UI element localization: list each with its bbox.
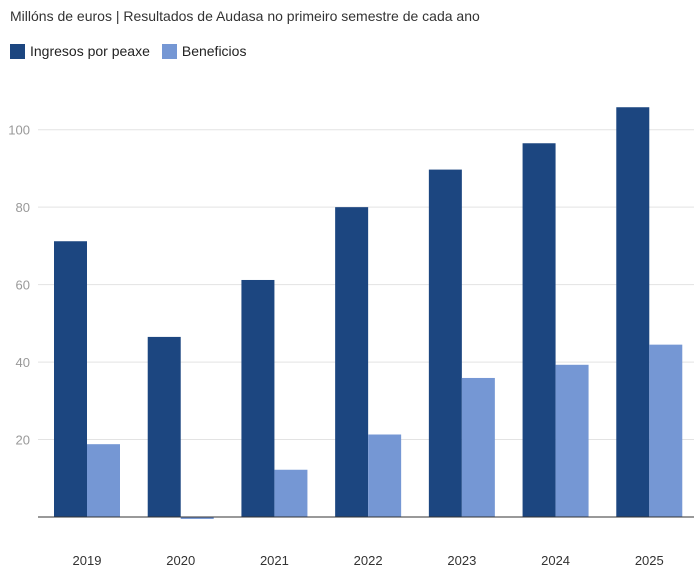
bar xyxy=(180,517,214,519)
y-tick-label: 80 xyxy=(16,200,30,215)
legend-swatch-ingresos xyxy=(10,43,25,59)
x-tick-label: 2024 xyxy=(541,553,570,568)
bar xyxy=(335,207,369,517)
bar xyxy=(87,444,120,517)
bar xyxy=(555,364,589,517)
legend-swatch-beneficios xyxy=(161,43,177,59)
bar xyxy=(368,434,402,517)
bar xyxy=(241,279,275,517)
y-tick-label: 40 xyxy=(16,355,30,370)
legend-label-ingresos: Ingresos por peaxe xyxy=(30,43,150,59)
bar xyxy=(461,377,495,517)
legend-label-beneficios: Beneficios xyxy=(181,43,247,59)
x-tick-label: 2023 xyxy=(447,553,476,568)
legend-item-beneficios[interactable]: Beneficios xyxy=(161,43,247,59)
x-tick-label: 2020 xyxy=(166,553,195,568)
x-tick-label: 2021 xyxy=(260,553,289,568)
bar xyxy=(54,241,87,517)
bar xyxy=(522,143,556,517)
bar xyxy=(147,336,181,517)
y-tick-label: 60 xyxy=(16,278,30,293)
bar xyxy=(649,344,683,517)
chart-subtitle: Millóns de euros | Resultados de Audasa … xyxy=(10,8,480,24)
y-tick-label: 100 xyxy=(8,123,30,138)
bar xyxy=(274,469,308,517)
x-tick-label: 2022 xyxy=(354,553,383,568)
legend: Ingresos por peaxe Beneficios xyxy=(10,43,258,59)
bar xyxy=(428,169,462,517)
x-tick-label: 2025 xyxy=(635,553,664,568)
bar xyxy=(616,107,650,517)
y-tick-label: 20 xyxy=(16,433,30,448)
legend-item-ingresos[interactable]: Ingresos por peaxe xyxy=(10,43,150,59)
x-tick-label: 2019 xyxy=(73,553,102,568)
